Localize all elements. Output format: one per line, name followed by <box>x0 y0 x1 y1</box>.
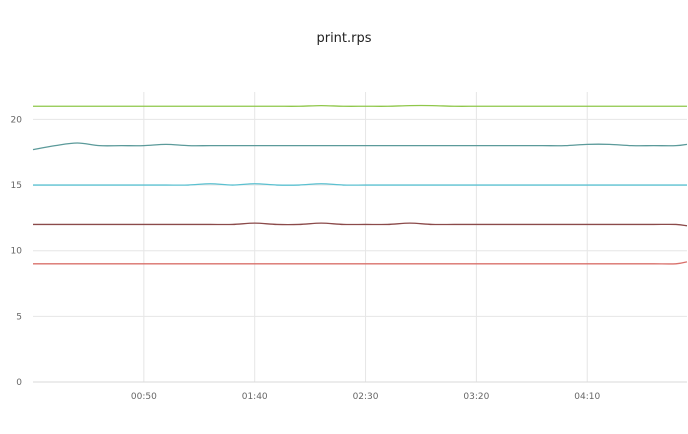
x-tick-label: 03:20 <box>463 392 489 402</box>
series-line-5 <box>33 261 688 265</box>
series-line-3 <box>32 183 687 186</box>
series-layer <box>32 104 688 265</box>
series-line-1 <box>33 104 687 107</box>
series-line-4 <box>33 222 688 227</box>
y-tick-label: 10 <box>11 247 23 257</box>
y-tick-label: 15 <box>11 181 22 191</box>
axis-layer: 0 5 10 15 20 00:50 01:40 02:30 03:20 04:10 <box>11 115 687 402</box>
y-tick-label: 5 <box>16 312 22 322</box>
chart-title: print.rps <box>316 31 372 46</box>
x-tick-label: 04:10 <box>574 392 600 402</box>
x-tick-label: 01:40 <box>242 392 268 402</box>
series-line-2 <box>32 142 688 151</box>
grid-layer <box>33 92 687 383</box>
x-tick-label: 02:30 <box>353 392 379 402</box>
y-tick-label: 20 <box>11 115 23 125</box>
x-tick-label: 00:50 <box>131 392 157 402</box>
y-tick-label: 0 <box>16 378 22 388</box>
